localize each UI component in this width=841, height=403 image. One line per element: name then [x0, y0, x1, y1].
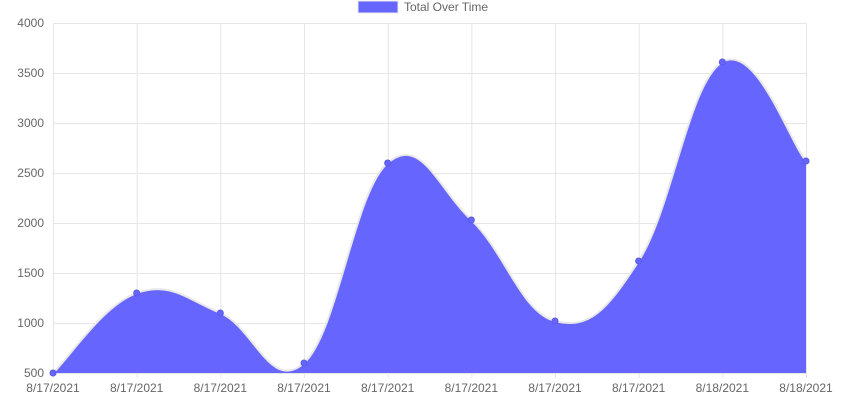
x-tick-label: 8/18/2021: [779, 381, 833, 395]
data-point: [635, 257, 643, 265]
x-tick-label: 8/17/2021: [277, 381, 331, 395]
x-tick-label: 8/17/2021: [26, 381, 80, 395]
y-tick-label: 2000: [17, 216, 44, 230]
y-tick-label: 4000: [17, 16, 44, 30]
x-tick-label: 8/17/2021: [612, 381, 666, 395]
y-tick-label: 2500: [17, 166, 44, 180]
x-tick-label: 8/18/2021: [696, 381, 750, 395]
x-axis-tick-labels: 8/17/2021 8/17/2021 8/17/2021 8/17/2021 8/17…: [26, 381, 833, 395]
data-point: [802, 157, 810, 165]
area-line: [52, 58, 807, 374]
y-axis-tick-labels: 500 1000 1500 2000 2500 3000 3500 4000: [17, 16, 44, 380]
y-tick-label: 1000: [17, 316, 44, 330]
x-tick-label: 8/17/2021: [361, 381, 415, 395]
y-tick-label: 3000: [17, 116, 44, 130]
data-area-layer: [52, 58, 807, 374]
data-point: [718, 58, 726, 66]
legend[interactable]: Total Over Time: [357, 0, 488, 14]
legend-label[interactable]: Total Over Time: [404, 0, 488, 14]
x-tick-label: 8/17/2021: [110, 381, 164, 395]
data-point: [551, 317, 559, 325]
data-point: [133, 289, 141, 297]
y-tick-label: 1500: [17, 266, 44, 280]
x-tick-label: 8/17/2021: [528, 381, 582, 395]
y-tick-label: 3500: [17, 66, 44, 80]
x-tick-label: 8/17/2021: [194, 381, 248, 395]
data-point: [300, 359, 308, 367]
data-point: [49, 369, 57, 377]
data-point: [467, 216, 475, 224]
data-point: [384, 159, 392, 167]
data-point: [216, 309, 224, 317]
x-tick-label: 8/17/2021: [445, 381, 499, 395]
legend-swatch[interactable]: [357, 0, 399, 14]
area-fill: [53, 59, 806, 373]
data-points-layer: [49, 58, 810, 377]
y-tick-label: 500: [24, 366, 44, 380]
